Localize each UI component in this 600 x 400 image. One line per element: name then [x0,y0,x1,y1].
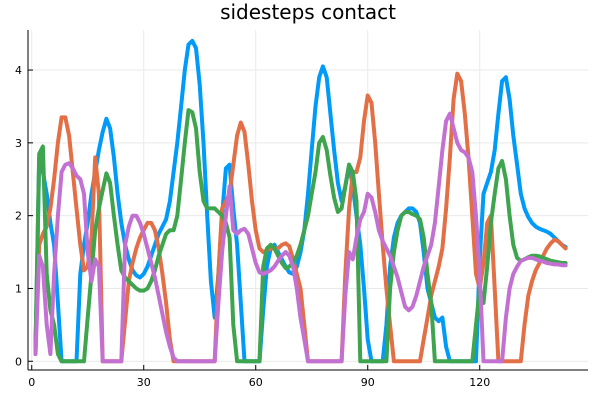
chart-ticks: 0 30 60 90 120 0 1 2 3 4 [15,64,490,389]
chart-series-layer [33,38,568,364]
y-tick-label: 3 [15,137,22,150]
y-tick-label: 0 [15,355,22,368]
x-tick-label: 0 [28,376,35,389]
x-tick-label: 120 [469,376,490,389]
x-tick-label: 30 [137,376,151,389]
y-tick-label: 1 [15,282,22,295]
y-tick-label: 4 [15,64,22,77]
series-line-4 [33,111,568,364]
chart-title: sidesteps contact [220,0,396,24]
chart-axes [27,30,588,371]
x-tick-label: 90 [361,376,375,389]
x-tick-label: 60 [249,376,263,389]
y-tick-label: 2 [15,210,22,223]
